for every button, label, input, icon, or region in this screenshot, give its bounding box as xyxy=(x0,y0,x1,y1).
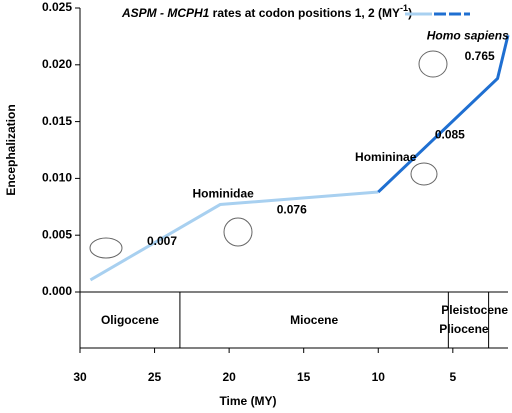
y-tick-label: 0.015 xyxy=(42,114,72,128)
x-tick-label: 25 xyxy=(148,370,162,384)
y-tick-label: 0.010 xyxy=(42,171,72,185)
epoch-label: Oligocene xyxy=(101,313,159,327)
legend-text: rates at codon positions 1, 2 (MY xyxy=(209,6,400,20)
x-tick-label: 5 xyxy=(449,370,456,384)
annotation: Homininae xyxy=(355,150,417,164)
annotation: 0.076 xyxy=(277,202,307,216)
annotation: Hominidae xyxy=(192,186,254,200)
epoch-label: Miocene xyxy=(290,313,338,327)
annotation: Homo sapiens xyxy=(427,29,509,43)
skull xyxy=(223,217,253,247)
x-tick-label: 20 xyxy=(222,370,236,384)
legend-sup: -1 xyxy=(400,3,408,13)
annotation: 0.765 xyxy=(465,49,495,63)
y-tick-label: 0.005 xyxy=(42,227,72,241)
y-axis-label: Encephalization xyxy=(4,104,18,195)
annotation: 0.085 xyxy=(435,127,465,141)
line xyxy=(89,190,379,282)
legend-genes: ASPM - MCPH1 xyxy=(121,6,210,20)
skull xyxy=(410,162,438,186)
x-tick-label: 15 xyxy=(297,370,311,384)
skull xyxy=(418,50,448,78)
skull xyxy=(89,237,123,259)
epoch-label: Pleistocene xyxy=(441,303,508,317)
x-axis-label: Time (MY) xyxy=(219,394,276,408)
line xyxy=(377,34,510,194)
epoch-label: Pliocene xyxy=(439,322,489,336)
legend-title: ASPM - MCPH1 rates at codon positions 1,… xyxy=(121,3,412,20)
x-tick-label: 10 xyxy=(372,370,386,384)
y-tick-label: 0.025 xyxy=(42,0,72,14)
annotation: 0.007 xyxy=(147,234,177,248)
y-tick-label: 0.020 xyxy=(42,57,72,71)
x-tick-label: 30 xyxy=(73,370,87,384)
y-tick-label: 0.000 xyxy=(42,284,72,298)
